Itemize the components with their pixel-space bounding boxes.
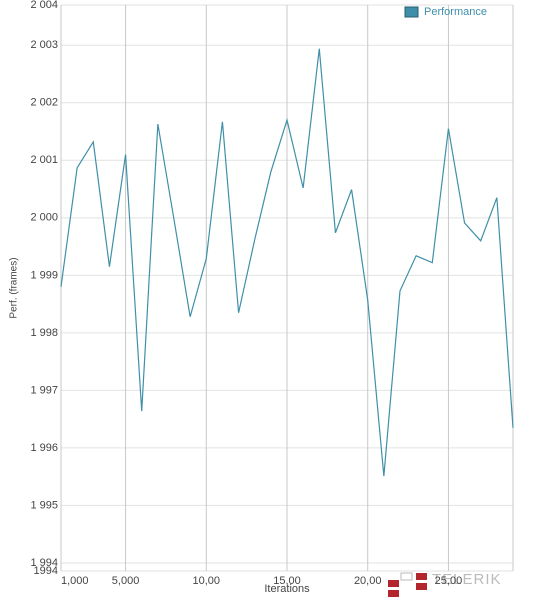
- series-line: [60, 48, 514, 477]
- x-axis-title: Iterations: [264, 583, 310, 595]
- x-tick-label: 20,00: [354, 575, 382, 587]
- legend-label: Performance: [424, 6, 487, 18]
- y-tick-label: 1 995: [30, 499, 58, 511]
- y-tick-label: 2 004: [30, 0, 58, 11]
- y-tick-label: 2 003: [30, 39, 58, 51]
- x-tick-label: 1,000: [61, 575, 89, 587]
- watermark: TELERIK: [432, 571, 502, 588]
- y-tick-label: 2 001: [30, 154, 58, 166]
- y-tick-label: 1 996: [30, 442, 58, 454]
- x-tick-label: 10,00: [193, 575, 221, 587]
- y-tick-label: 1 999: [30, 269, 58, 281]
- legend-swatch: [404, 6, 419, 18]
- y-tick-label: 1 998: [30, 327, 58, 339]
- x-tick-label: 25,00: [435, 575, 463, 587]
- y-axis-title: Perf. (frames): [9, 257, 20, 318]
- y-tick-label: 1 994: [30, 557, 58, 569]
- y-tick-label: 1 997: [30, 384, 58, 396]
- y-tick-label: 1994: [34, 565, 58, 577]
- watermark-logo: [388, 572, 427, 597]
- y-tick-label: 2 000: [30, 212, 58, 224]
- x-tick-label: 15,00: [273, 575, 301, 587]
- x-tick-label: 5,000: [112, 575, 140, 587]
- y-tick-label: 2 002: [30, 97, 58, 109]
